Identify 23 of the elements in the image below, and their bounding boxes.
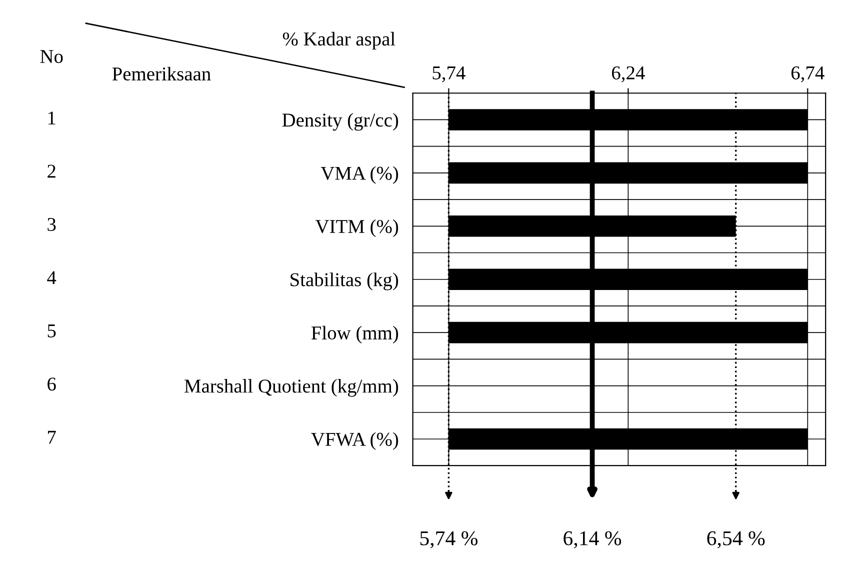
ref-line-label: 5,74 % (420, 531, 478, 548)
text: 4 (47, 271, 56, 284)
x-tick-label: 6,24 (612, 66, 645, 82)
y-tick-label: VITM (%) (315, 219, 398, 238)
text: 3 (48, 218, 56, 232)
ref-line-label: 6,14 % (564, 531, 622, 548)
x-tick-label: 5,74 (432, 66, 466, 82)
ref-line-label: 6,54 % (707, 531, 765, 548)
text: 1 (48, 112, 56, 124)
text: 2 (48, 164, 56, 178)
y-tick-label: VMA (%) (320, 166, 398, 184)
x-tick-label: 6,74 (791, 66, 824, 82)
y-tick-label: Density (gr/cc) (282, 112, 398, 131)
y-tick-label: Flow (mm) (311, 326, 398, 344)
text: 5 (48, 324, 56, 338)
y-tick-label: VFWA (%) (311, 432, 398, 450)
text: 6 (48, 378, 56, 391)
text: % Kadar aspal (282, 32, 396, 50)
text: 7 (48, 430, 56, 444)
y-tick-label: Marshall Quotient (kg/mm) (184, 379, 398, 397)
y-tick-label: Stabilitas (kg) (290, 272, 398, 290)
text: Pemeriksaan (112, 66, 211, 81)
text: No (40, 50, 63, 64)
